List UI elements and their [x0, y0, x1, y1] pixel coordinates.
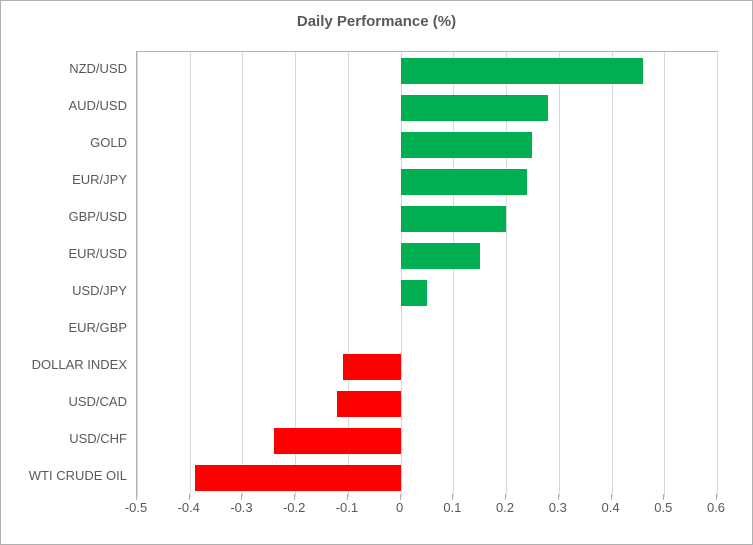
- bar: [401, 206, 506, 232]
- x-axis-tick: 0.5: [654, 500, 672, 515]
- bar: [401, 280, 427, 306]
- y-axis-label: AUD/USD: [7, 98, 127, 113]
- y-axis-label: EUR/USD: [7, 246, 127, 261]
- x-axis-tick: -0.3: [230, 500, 252, 515]
- x-axis-tick: 0.1: [443, 500, 461, 515]
- y-axis-label: USD/CAD: [7, 394, 127, 409]
- bar: [274, 428, 401, 454]
- y-axis-label: NZD/USD: [7, 61, 127, 76]
- y-axis-label: USD/JPY: [7, 283, 127, 298]
- y-axis-label: WTI CRUDE OIL: [7, 468, 127, 483]
- y-axis-label: EUR/JPY: [7, 172, 127, 187]
- y-axis-label: GBP/USD: [7, 209, 127, 224]
- x-axis: -0.5-0.4-0.3-0.2-0.100.10.20.30.40.50.6: [136, 494, 716, 520]
- x-axis-tick: -0.1: [336, 500, 358, 515]
- y-axis-label: GOLD: [7, 135, 127, 150]
- bar: [195, 465, 401, 491]
- x-axis-tick: 0.6: [707, 500, 725, 515]
- x-axis-tick: 0.2: [496, 500, 514, 515]
- x-axis-tick: 0.4: [601, 500, 619, 515]
- y-axis-label: DOLLAR INDEX: [7, 357, 127, 372]
- x-axis-tick: 0: [396, 500, 403, 515]
- bar: [343, 354, 401, 380]
- bar: [337, 391, 400, 417]
- x-axis-tick: -0.4: [178, 500, 200, 515]
- plot-area: [136, 51, 718, 497]
- y-axis-label: EUR/GBP: [7, 320, 127, 335]
- bar: [401, 132, 533, 158]
- bar: [401, 58, 644, 84]
- x-axis-tick: -0.5: [125, 500, 147, 515]
- y-axis-label: USD/CHF: [7, 431, 127, 446]
- chart-title: Daily Performance (%): [1, 1, 752, 38]
- x-axis-tick: -0.2: [283, 500, 305, 515]
- x-axis-tick: 0.3: [549, 500, 567, 515]
- bar: [401, 95, 549, 121]
- bar: [401, 243, 480, 269]
- bar: [401, 169, 528, 195]
- chart-container: Daily Performance (%) -0.5 -0.4 -0.3 -0.2 -0…: [0, 0, 753, 545]
